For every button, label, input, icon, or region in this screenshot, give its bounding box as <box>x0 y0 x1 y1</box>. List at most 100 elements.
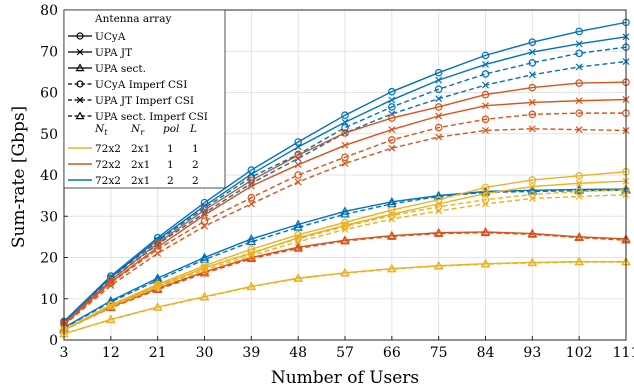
y-tick-label: 40 <box>40 168 58 184</box>
legend-table-cell: 1 <box>192 143 199 155</box>
data-point <box>481 70 490 78</box>
legend-label: UPA sect. <box>95 63 146 75</box>
x-tick-label: 84 <box>477 345 495 361</box>
data-point <box>341 129 349 137</box>
data-point <box>388 215 396 223</box>
legend-label: UPA JT <box>95 47 132 59</box>
data-point <box>575 27 583 36</box>
data-point <box>481 90 490 99</box>
legend-marker <box>76 32 84 40</box>
series-line <box>63 189 627 329</box>
data-point <box>294 161 302 169</box>
data-point <box>340 268 350 277</box>
legend-table-cell: 1 <box>167 159 174 171</box>
series-line <box>63 171 627 331</box>
data-point <box>246 234 257 243</box>
data-point <box>575 40 583 48</box>
data-point <box>527 185 538 194</box>
data-point <box>575 192 583 200</box>
data-point <box>574 185 584 195</box>
data-point <box>200 217 209 226</box>
data-point <box>527 257 538 267</box>
data-point <box>528 71 536 79</box>
data-point <box>481 115 490 124</box>
data-point <box>433 261 444 270</box>
data-point <box>294 238 302 246</box>
x-axis-title: Number of Users <box>271 368 419 388</box>
data-point <box>388 114 396 122</box>
data-point <box>154 283 162 291</box>
y-tick-label: 60 <box>40 86 58 102</box>
x-tick-label: 3 <box>60 345 69 361</box>
legend-table-cell: 2 <box>192 175 199 187</box>
data-point <box>294 178 302 186</box>
data-point <box>341 159 349 167</box>
data-point <box>247 193 256 202</box>
y-tick-label: 70 <box>40 44 58 60</box>
data-point <box>434 202 443 211</box>
legend-table-cell: 72x2 <box>95 159 121 171</box>
data-point <box>434 123 443 132</box>
data-point <box>482 200 489 208</box>
x-tick-label: 75 <box>430 345 448 361</box>
data-point <box>575 126 583 134</box>
legend-marker <box>75 111 85 120</box>
legend-table-cell: 72x2 <box>95 175 121 187</box>
data-point <box>247 251 255 259</box>
data-point <box>294 143 302 151</box>
data-point <box>434 68 443 77</box>
x-tick-label: 93 <box>523 345 541 361</box>
data-point <box>247 166 256 174</box>
data-point <box>480 259 491 268</box>
data-point <box>435 133 443 141</box>
data-point <box>200 261 209 270</box>
data-point <box>107 301 115 310</box>
data-point <box>200 264 209 272</box>
legend-marker <box>76 80 84 88</box>
data-point <box>199 292 210 301</box>
series-line <box>63 232 627 331</box>
legend-marker <box>75 63 85 72</box>
data-point <box>575 63 583 71</box>
data-point <box>575 172 583 180</box>
data-point <box>200 206 209 214</box>
data-point <box>106 314 116 324</box>
data-point <box>575 49 583 58</box>
legend-color-entries: 72x2 2x1 1 1 72x2 2x1 1 2 72x2 2x1 2 2 <box>68 143 199 187</box>
data-point <box>528 195 536 202</box>
data-point <box>340 209 350 218</box>
x-tick-label: 102 <box>566 345 593 361</box>
data-point <box>246 253 257 263</box>
data-point <box>154 243 162 251</box>
data-point <box>528 183 536 191</box>
legend-table-cell: 72x2 <box>95 143 121 155</box>
y-tick-label: 30 <box>40 209 58 225</box>
data-point <box>528 110 537 119</box>
data-point <box>388 206 396 214</box>
y-tick-label: 10 <box>40 292 58 308</box>
legend-entry: UPA sect. <box>68 63 146 75</box>
series-line <box>63 261 626 335</box>
data-point <box>154 249 162 257</box>
data-point <box>247 200 255 208</box>
y-tick-label: 20 <box>40 251 58 267</box>
data-point <box>482 60 489 68</box>
legend-table-cell: 2 <box>167 175 174 187</box>
legend-table-cell: 2x1 <box>131 143 150 155</box>
legend-table-cell: 2 <box>192 159 199 171</box>
legend-marker <box>76 48 84 56</box>
data-point <box>434 103 443 111</box>
legend-entry: UCyA Imperf CSI <box>68 79 187 91</box>
x-tick-label: 12 <box>102 345 120 361</box>
data-point <box>435 95 443 103</box>
data-point <box>482 126 489 134</box>
data-point <box>528 190 537 199</box>
data-point <box>574 257 584 266</box>
series-16 <box>60 191 630 334</box>
legend-header-nr: Nr <box>130 123 145 137</box>
legend-box <box>63 9 226 189</box>
legend-color-row: 72x2 2x1 1 1 <box>68 143 199 155</box>
legend-entry: UPA JT Imperf CSI <box>68 95 194 107</box>
data-point <box>201 211 208 219</box>
data-point <box>433 228 444 237</box>
